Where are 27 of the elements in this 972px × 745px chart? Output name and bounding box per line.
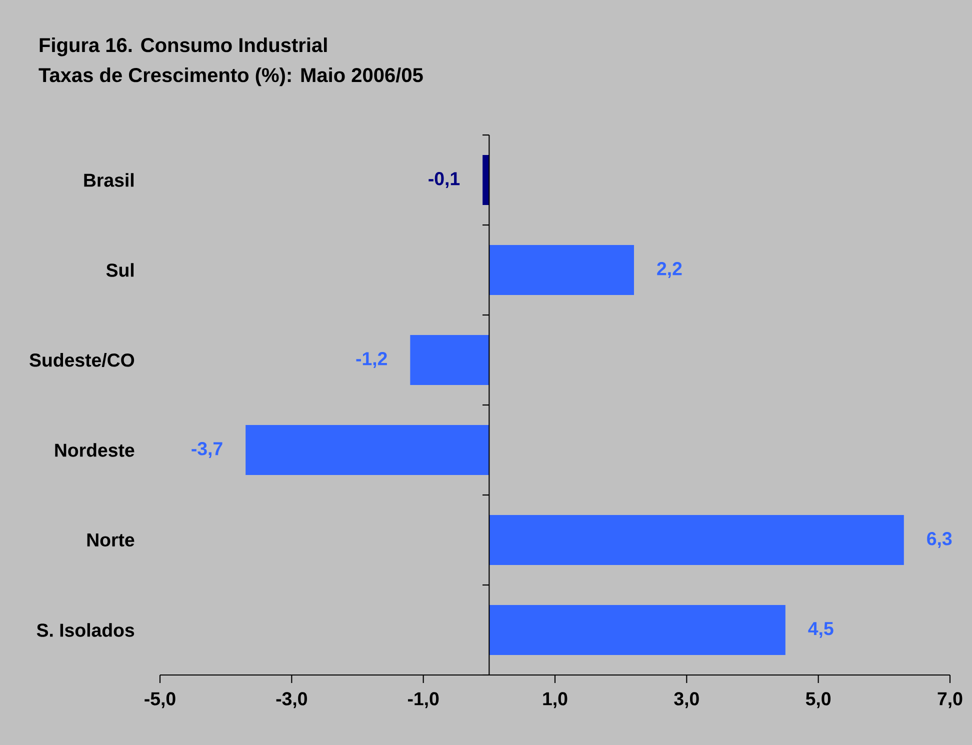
y-tick-label: Sul — [106, 263, 134, 277]
data-label: 4,5 — [808, 622, 834, 638]
bar — [489, 604, 786, 655]
data-label: -1,2 — [356, 352, 387, 368]
y-tick-label: S. Isolados — [36, 623, 134, 637]
y-tick-label: Brasil — [84, 173, 134, 187]
x-tick-label: 7,0 — [938, 692, 962, 708]
x-tick-label: -5,0 — [144, 692, 176, 708]
bar — [410, 335, 490, 385]
y-tick-label: Norte — [87, 533, 134, 547]
x-tick-label: -3,0 — [276, 692, 307, 708]
chart-title: Figura 16. Consumo Industrial — [40, 37, 327, 56]
data-label: 2,2 — [657, 262, 682, 278]
x-tick-label: -1,0 — [408, 692, 439, 708]
bar — [482, 155, 490, 205]
x-tick-label: 1,0 — [543, 692, 568, 708]
chart-subtitle: Taxas de Crescimento (%): Maio 2006/05 — [38, 67, 423, 86]
x-tick-label: 3,0 — [674, 692, 699, 708]
data-label: 6,3 — [927, 532, 952, 548]
data-label: -3,7 — [192, 442, 222, 458]
data-label: -0,1 — [428, 172, 460, 188]
bar — [246, 425, 490, 475]
bar — [489, 514, 904, 565]
bar — [489, 245, 634, 295]
x-tick-label: 5,0 — [806, 692, 831, 708]
y-tick-label: Nordeste — [55, 443, 134, 457]
y-tick-label: Sudeste/CO — [30, 353, 134, 367]
